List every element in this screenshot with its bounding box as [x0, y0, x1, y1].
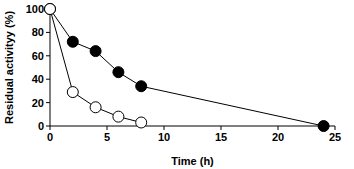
y-tick-label: 0 — [38, 120, 44, 132]
y-tick-label: 100 — [26, 3, 44, 15]
series-line — [50, 9, 324, 126]
chart: 0 20 40 60 80 100 0 5 10 15 20 25 Time (h) Residual a… — [0, 0, 354, 169]
y-tick-label: 40 — [32, 73, 44, 85]
data-point — [45, 4, 56, 15]
data-point — [45, 4, 56, 15]
y-tick — [46, 55, 50, 56]
x-tick-label: 10 — [158, 131, 170, 143]
data-point — [136, 117, 147, 128]
x-axis — [50, 126, 335, 127]
x-tick — [164, 126, 165, 130]
x-axis-label: Time (h) — [171, 155, 214, 167]
series-line — [50, 9, 141, 122]
y-axis-label: Residual activityy (%) — [3, 11, 15, 124]
data-point — [113, 67, 124, 78]
x-tick-label: 25 — [329, 131, 341, 143]
x-tick-label: 20 — [272, 131, 284, 143]
data-point — [113, 111, 124, 122]
data-point — [318, 121, 329, 132]
y-tick — [46, 126, 50, 127]
data-point — [90, 102, 101, 113]
data-point — [67, 36, 78, 47]
data-point — [136, 81, 147, 92]
data-point — [90, 46, 101, 57]
x-tick — [107, 126, 108, 130]
x-tick-label: 5 — [104, 131, 110, 143]
data-point — [67, 87, 78, 98]
y-tick — [46, 32, 50, 33]
x-tick-label: 15 — [215, 131, 227, 143]
y-tick — [46, 79, 50, 80]
x-tick — [335, 126, 336, 130]
x-tick-label: 0 — [47, 131, 53, 143]
y-tick-label: 20 — [32, 97, 44, 109]
y-tick-label: 80 — [32, 26, 44, 38]
y-axis — [50, 9, 51, 126]
y-tick — [46, 102, 50, 103]
plot-area — [45, 4, 330, 132]
x-tick — [221, 126, 222, 130]
x-tick — [278, 126, 279, 130]
y-tick-label: 60 — [32, 50, 44, 62]
x-tick — [50, 126, 51, 130]
